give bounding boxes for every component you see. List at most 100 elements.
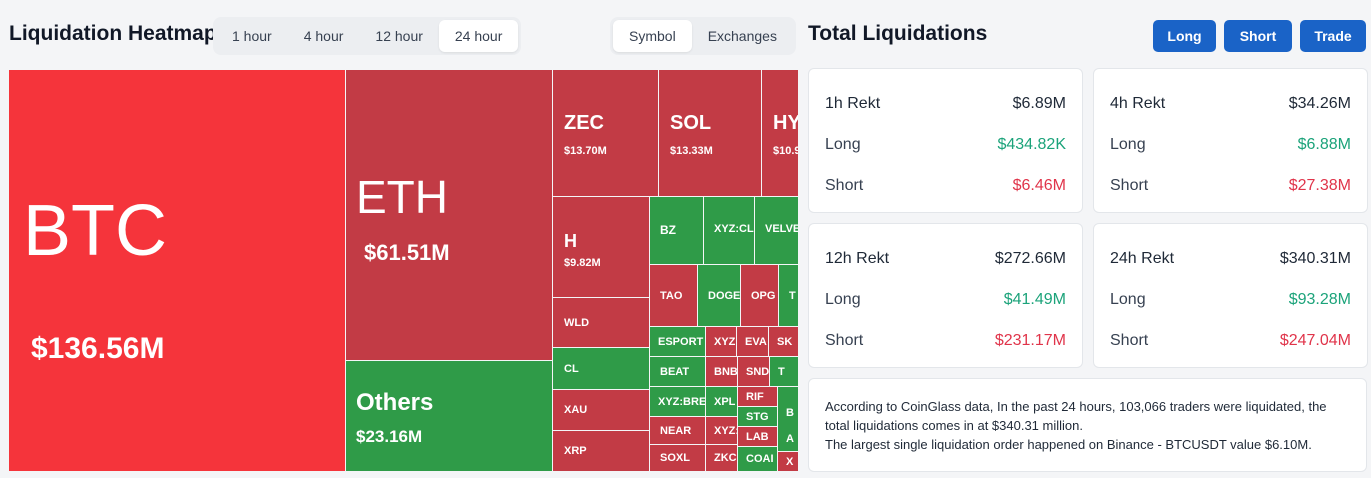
heatmap-tile-stg[interactable]: STG	[738, 407, 778, 427]
tile-symbol: BEAT	[660, 366, 690, 378]
tile-symbol: ZEC	[564, 112, 604, 134]
tile-symbol: HY	[773, 112, 799, 134]
heatmap-tile-rif[interactable]: RIF	[738, 387, 778, 407]
heatmap-tile-coai[interactable]: COAI	[738, 447, 778, 472]
heatmap-tile-hy[interactable]: HY $10.9	[762, 70, 799, 197]
tile-symbol: ETH	[356, 171, 448, 223]
tab-4-hour[interactable]: 4 hour	[303, 28, 344, 44]
heatmap-tile-velve[interactable]: VELVE	[755, 197, 799, 265]
heatmap-tile-t[interactable]: T	[779, 265, 799, 327]
tile-symbol: XPL	[714, 396, 736, 408]
card-title: 4h Rekt	[1110, 95, 1166, 112]
heatmap-tile-esport[interactable]: ESPORT	[650, 327, 706, 357]
rekt-card-24h: 24h Rekt $340.31M Long $93.28M Short $247.0…	[1093, 223, 1368, 368]
card-total: $34.26M	[1288, 95, 1351, 112]
heatmap-title: Liquidation Heatmap	[9, 22, 217, 45]
tile-symbol: OPG	[751, 290, 776, 302]
heatmap-tile-zkc[interactable]: ZKC	[706, 445, 738, 472]
tile-symbol: B	[786, 407, 794, 419]
tile-symbol: ZKC	[714, 452, 737, 464]
heatmap-tile-eth[interactable]: ETH $61.51M	[346, 70, 553, 361]
tab-exchanges[interactable]: Exchanges	[707, 28, 777, 44]
tile-symbol: SK	[777, 336, 793, 348]
heatmap-tile-xyz[interactable]: XYZ:	[706, 417, 738, 445]
long-button[interactable]: Long	[1153, 20, 1216, 52]
total-liquidations-title: Total Liquidations	[808, 22, 988, 45]
heatmap-tile-zec[interactable]: ZEC $13.70M	[553, 70, 659, 197]
card-long-value: $6.88M	[1297, 136, 1351, 153]
heatmap-tile-xrp[interactable]: XRP	[553, 431, 650, 472]
card-long-label: Long	[1110, 291, 1146, 308]
heatmap-tile-wld[interactable]: WLD	[553, 298, 650, 348]
card-short-value: $27.38M	[1288, 177, 1351, 194]
heatmap-tile-xau[interactable]: XAU	[553, 390, 650, 431]
card-total: $272.66M	[994, 250, 1066, 267]
heatmap-tile-opg[interactable]: OPG	[741, 265, 779, 327]
tile-symbol: A	[786, 433, 794, 445]
rekt-card-12h: 12h Rekt $272.66M Long $41.49M Short $231.1…	[808, 223, 1083, 368]
tile-symbol: XYZ:BRE	[658, 396, 706, 408]
heatmap-tile-beat[interactable]: BEAT	[650, 357, 706, 387]
heatmap-tile-bz[interactable]: BZ	[650, 197, 704, 265]
tile-symbol: SNDK	[746, 366, 770, 378]
tab-12-hour[interactable]: 12 hour	[375, 28, 423, 44]
heatmap-tile-btc[interactable]: BTC $136.56M	[9, 70, 346, 472]
tile-symbol: DOGE	[708, 290, 741, 302]
tile-symbol: SOL	[670, 112, 712, 134]
heatmap-tile-a[interactable]: A	[778, 427, 799, 452]
heatmap-tile-doge[interactable]: DOGE	[698, 265, 741, 327]
heatmap-tile-h[interactable]: H $9.82M	[553, 197, 650, 298]
heatmap-tile-tao[interactable]: TAO	[650, 265, 698, 327]
heatmap-tile-others[interactable]: Others $23.16M	[346, 361, 553, 472]
tile-symbol: Others	[356, 389, 434, 416]
rekt-card-1h: 1h Rekt $6.89M Long $434.82K Short $6.46M	[808, 68, 1083, 213]
tile-symbol: BTC	[23, 191, 167, 271]
tile-symbol: LAB	[746, 431, 769, 443]
heatmap-tile-xpl[interactable]: XPL	[706, 387, 738, 417]
tile-symbol: T	[789, 290, 796, 302]
card-short-label: Short	[825, 177, 864, 194]
tile-symbol: RIF	[746, 391, 764, 403]
heatmap-tile-xyz-cl[interactable]: XYZ:CL	[704, 197, 755, 265]
tile-symbol: BZ	[660, 223, 676, 237]
short-button[interactable]: Short	[1224, 20, 1292, 52]
tile-symbol: CL	[564, 363, 579, 375]
liquidation-heatmap: BTC $136.56M ETH $61.51M Others $23.16M ZEC $13…	[9, 70, 799, 472]
largest-order-text: The largest single liquidation order hap…	[825, 437, 1312, 452]
card-long-label: Long	[825, 291, 861, 308]
heatmap-tile-soxl[interactable]: SOXL	[650, 445, 706, 472]
heatmap-tile-t[interactable]: T	[770, 357, 799, 387]
heatmap-tile-x[interactable]: X	[778, 452, 799, 472]
tile-symbol: SOXL	[660, 452, 690, 464]
heatmap-tile-cl[interactable]: CL	[553, 348, 650, 390]
heatmap-tile-eva[interactable]: EVA	[737, 327, 769, 357]
tab-24-hour[interactable]: 24 hour	[438, 20, 519, 52]
heatmap-tile-xyz[interactable]: XYZ	[706, 327, 737, 357]
view-selector: Symbol Exchanges	[610, 17, 796, 55]
heatmap-tile-near[interactable]: NEAR	[650, 417, 706, 445]
summary-text: According to CoinGlass data, In the past…	[825, 399, 1327, 433]
tab-1-hour[interactable]: 1 hour	[232, 28, 272, 44]
tile-symbol: COAI	[746, 453, 774, 465]
timeframe-selector: 1 hour 4 hour 12 hour 24 hour	[213, 17, 522, 55]
card-title: 1h Rekt	[825, 95, 881, 112]
card-long-value: $434.82K	[997, 136, 1066, 153]
tile-symbol: XRP	[564, 445, 587, 457]
heatmap-tile-lab[interactable]: LAB	[738, 427, 778, 447]
heatmap-tile-sndk[interactable]: SNDK	[738, 357, 770, 387]
card-long-value: $41.49M	[1003, 291, 1066, 308]
tile-symbol: X	[786, 456, 794, 468]
heatmap-tile-xyz-bre[interactable]: XYZ:BRE	[650, 387, 706, 417]
tile-symbol: VELVE	[765, 223, 799, 235]
tile-amount: $10.9	[773, 145, 799, 157]
heatmap-tile-bnb[interactable]: BNB	[706, 357, 738, 387]
heatmap-tile-sk[interactable]: SK	[769, 327, 799, 357]
heatmap-tile-sol[interactable]: SOL $13.33M	[659, 70, 762, 197]
tab-symbol[interactable]: Symbol	[613, 20, 692, 52]
tile-symbol: XYZ:	[714, 425, 738, 437]
tile-amount: $13.70M	[564, 145, 607, 157]
trade-button[interactable]: Trade	[1300, 20, 1366, 52]
card-long-label: Long	[1110, 136, 1146, 153]
card-long-value: $93.28M	[1288, 291, 1351, 308]
